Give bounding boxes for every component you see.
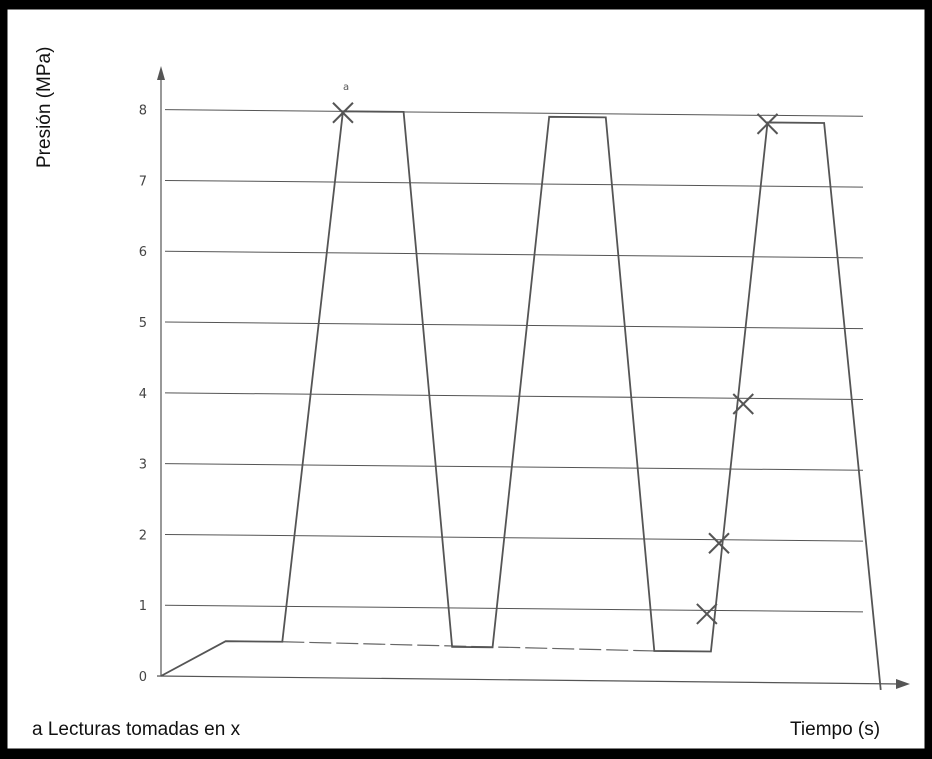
reading-marker-x	[732, 393, 754, 415]
y-tick-labels: 0 1 2 3 4 5 6 7 8	[139, 104, 147, 685]
marker-stroke	[708, 532, 730, 554]
x-axis-title: Tiempo (s)	[790, 719, 880, 740]
marker-annotation-a: a	[343, 82, 349, 93]
reading-markers	[332, 102, 779, 625]
series-line	[160, 110, 882, 691]
y-tick-label-7: 7	[139, 174, 147, 189]
gridline-7	[164, 179, 864, 188]
gridline-1	[164, 604, 864, 613]
x-axis-arrow	[896, 679, 910, 689]
gridline-6	[164, 250, 864, 259]
gridline-8	[164, 109, 864, 117]
gridline-2	[164, 533, 864, 542]
x-axis	[156, 675, 901, 685]
dashed-baseline	[282, 641, 655, 652]
reading-marker-x	[332, 102, 354, 124]
gridlines	[164, 109, 864, 613]
plot-panel	[4, 6, 928, 752]
y-tick-label-3: 3	[139, 458, 147, 473]
y-tick-label-1: 1	[139, 599, 147, 614]
y-tick-label-6: 6	[139, 245, 147, 260]
marker-stroke	[696, 603, 718, 625]
y-tick-label-4: 4	[139, 387, 147, 402]
baseline-dashed-line	[282, 641, 655, 652]
reading-marker-x	[708, 532, 730, 554]
y-axis-title: Presión (MPa)	[34, 47, 55, 168]
reading-marker-x	[696, 603, 718, 625]
gridline-3	[164, 463, 864, 471]
y-tick-label-5: 5	[139, 316, 147, 331]
y-tick-label-0: 0	[139, 670, 147, 685]
marker-stroke	[332, 102, 354, 124]
y-tick-label-8: 8	[139, 104, 147, 119]
gridline-4	[164, 392, 864, 400]
pressure-series-line	[160, 110, 882, 691]
y-tick-label-2: 2	[139, 528, 147, 543]
y-axis-arrow	[157, 66, 165, 80]
marker-stroke	[756, 113, 779, 135]
gridline-5	[164, 321, 864, 330]
reading-marker-x	[756, 113, 779, 135]
marker-stroke	[732, 393, 754, 415]
footnote: a Lecturas tomadas en x	[32, 719, 241, 740]
